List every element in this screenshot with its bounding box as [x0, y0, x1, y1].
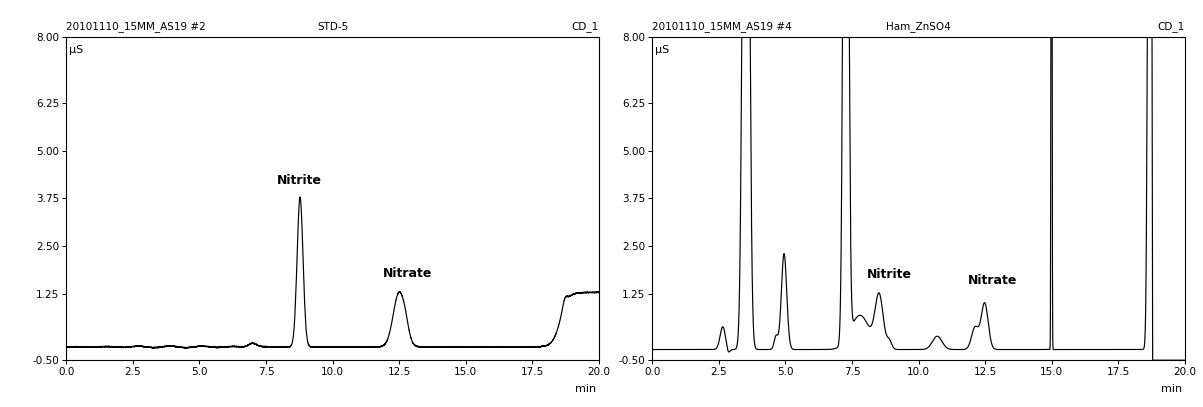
Text: min: min — [575, 385, 597, 394]
Text: μS: μS — [654, 45, 669, 55]
Text: Nitrite: Nitrite — [866, 268, 912, 281]
Text: Nitrate: Nitrate — [383, 267, 433, 280]
Text: STD-5: STD-5 — [316, 22, 348, 32]
Text: CD_1: CD_1 — [1157, 21, 1185, 32]
Text: Nitrite: Nitrite — [277, 174, 321, 187]
Text: Nitrate: Nitrate — [968, 274, 1018, 287]
Text: 20101110_15MM_AS19 #2: 20101110_15MM_AS19 #2 — [66, 21, 206, 32]
Text: 20101110_15MM_AS19 #4: 20101110_15MM_AS19 #4 — [652, 21, 792, 32]
Text: μS: μS — [69, 45, 83, 55]
Text: min: min — [1161, 385, 1183, 394]
Text: CD_1: CD_1 — [571, 21, 599, 32]
Text: Ham_ZnSO4: Ham_ZnSO4 — [887, 21, 950, 32]
